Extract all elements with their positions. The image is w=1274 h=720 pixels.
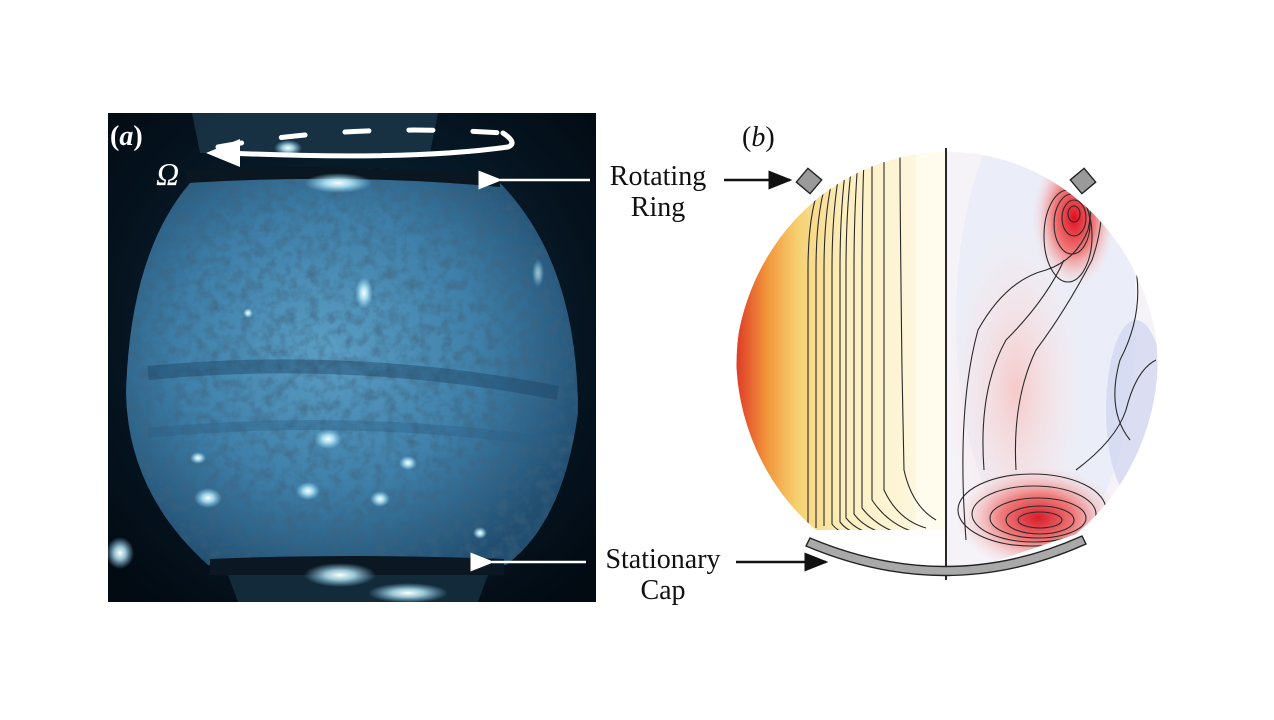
omega-symbol: Ω — [156, 156, 179, 192]
rotation-arrowhead-icon — [206, 139, 240, 167]
stationary-cap-line1: Stationary — [605, 544, 721, 575]
rotating-ring-marker-right — [1069, 167, 1097, 195]
panel-b-label: (b) — [742, 122, 775, 153]
panel-a-letter: a — [119, 121, 133, 152]
stationary-cap-line2: Cap — [640, 574, 686, 606]
rotating-ring-line1: Rotating — [609, 161, 707, 192]
rotating-ring-marker-left — [795, 167, 823, 195]
stationary-cap-label: Stationary Cap — [596, 544, 730, 607]
sphere-outline — [735, 139, 1159, 590]
panel-a-label: (a) — [110, 121, 143, 152]
light-reflections — [108, 140, 544, 602]
panel-b-letter: b — [751, 122, 765, 153]
stationary-cap-shape — [805, 535, 1087, 577]
rotating-ring-line2: Ring — [630, 191, 686, 223]
rotating-ring-label: Rotating Ring — [600, 161, 716, 224]
experiment-photo: (a) Ω — [108, 113, 596, 602]
rotation-arrow — [215, 127, 515, 159]
simulation-diagram: (b) — [735, 122, 1159, 590]
